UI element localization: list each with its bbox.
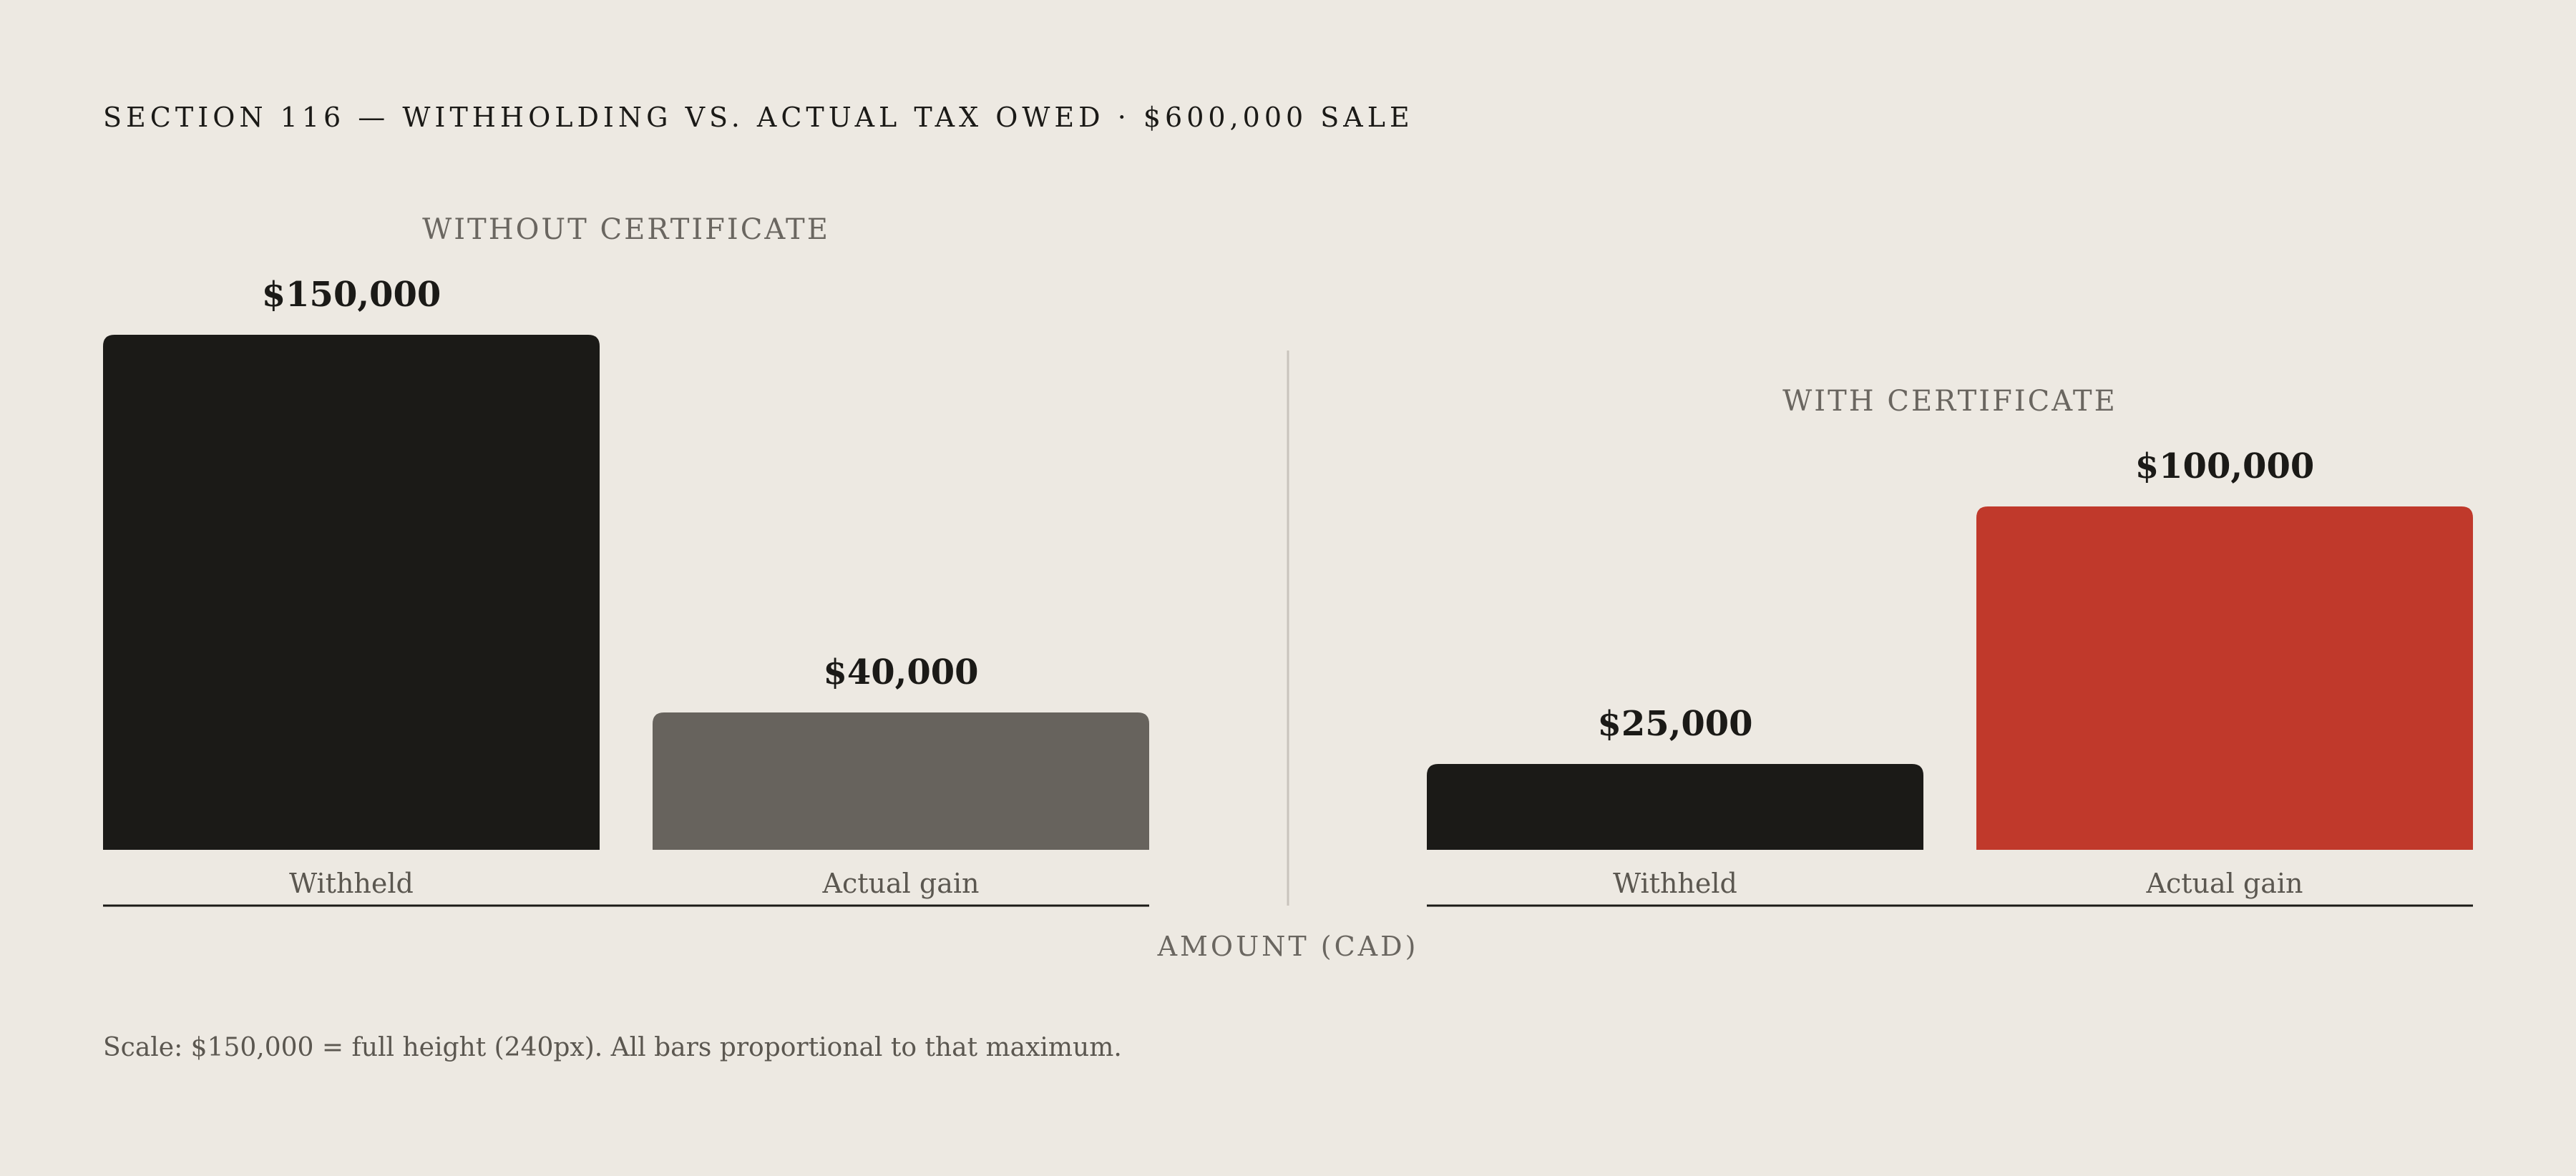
panel-title-with-certificate: WITH CERTIFICATE [1782,385,2117,418]
bars-group: $150,000 Withheld $40,000 Actual gain $25,00… [103,275,2473,899]
category-label: Actual gain [822,868,980,899]
x-axis-label: AMOUNT (CAD) [1157,931,1419,962]
value-label: $150,000 [262,275,441,315]
value-label: $40,000 [823,652,978,692]
bar-actual-gain [1976,506,2473,850]
bar-withheld [103,335,600,850]
chart-title: SECTION 116 — WITHHOLDING VS. ACTUAL TAX… [103,102,1414,133]
scale-footnote: Scale: $150,000 = full height (240px). A… [103,1033,1122,1062]
value-label: $100,000 [2135,446,2315,486]
category-label: Actual gain [2146,868,2303,899]
bar-actual-gain [653,712,1149,850]
category-label: Withheld [1613,868,1737,899]
value-label: $25,000 [1597,704,1752,744]
category-label: Withheld [289,868,414,899]
bar-withheld [1427,764,1923,850]
panel-title-without-certificate: WITHOUT CERTIFICATE [422,213,830,246]
